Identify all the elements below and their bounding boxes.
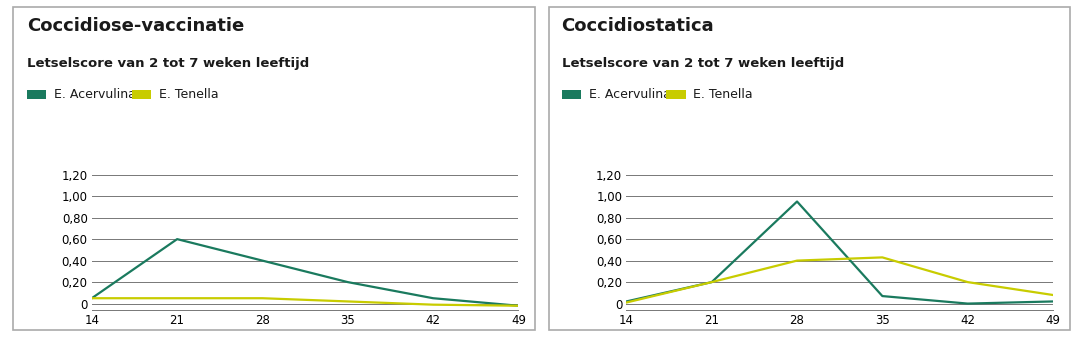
Text: Coccidiose-vaccinatie: Coccidiose-vaccinatie — [27, 17, 244, 35]
Text: Letselscore van 2 tot 7 weken leeftijd: Letselscore van 2 tot 7 weken leeftijd — [27, 57, 309, 70]
Text: Letselscore van 2 tot 7 weken leeftijd: Letselscore van 2 tot 7 weken leeftijd — [562, 57, 843, 70]
Text: E. Tenella: E. Tenella — [159, 88, 218, 101]
Text: Coccidiostatica: Coccidiostatica — [562, 17, 714, 35]
Text: E. Tenella: E. Tenella — [693, 88, 753, 101]
Text: E. Acervulina: E. Acervulina — [54, 88, 136, 101]
Text: E. Acervulina: E. Acervulina — [589, 88, 671, 101]
